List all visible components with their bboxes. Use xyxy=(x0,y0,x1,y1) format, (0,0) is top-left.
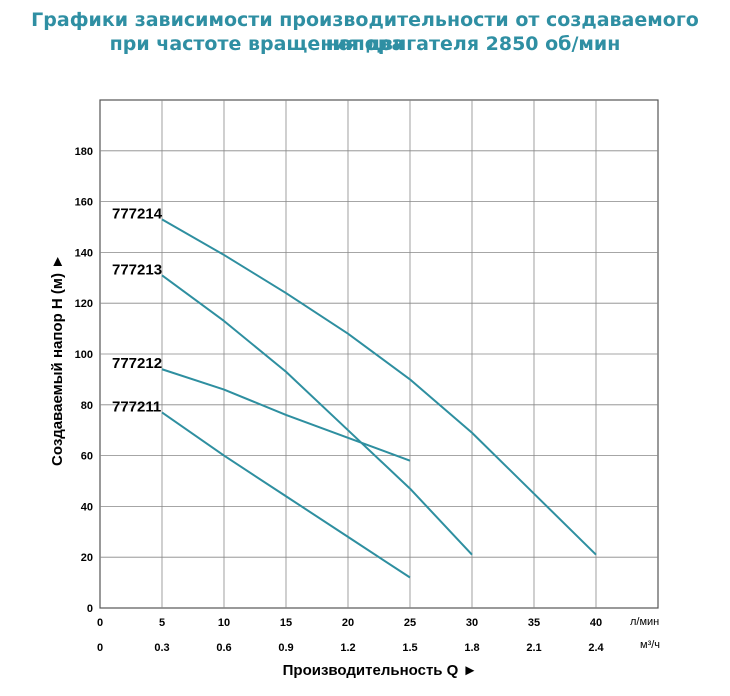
y-tick-label: 40 xyxy=(81,501,93,513)
x-tick-label-m3h: 1.2 xyxy=(340,642,355,654)
series-label-777214: 777214 xyxy=(112,205,163,222)
x-tick-label-lmin: 0 xyxy=(97,617,103,629)
grid xyxy=(99,99,659,609)
series-line-777214 xyxy=(161,218,597,556)
x-tick-label-lmin: 30 xyxy=(466,617,478,629)
x-tick-label-m3h: 1.5 xyxy=(402,642,417,654)
x-tick-label-lmin: 15 xyxy=(280,617,292,629)
y-tick-label: 60 xyxy=(81,451,93,463)
x-axis-title: Производительность Q ► xyxy=(283,662,478,679)
x-tick-label-m3h: 1.8 xyxy=(464,642,479,654)
y-axis-title: Создаваемый напор H (м) ► xyxy=(49,254,66,466)
x-tick-label-m3h: 0.9 xyxy=(278,642,293,654)
x-tick-label-m3h: 0.3 xyxy=(154,642,169,654)
x-unit-lmin: л/мин xyxy=(630,616,659,628)
series-lines xyxy=(161,218,597,579)
x-tick-label-lmin: 25 xyxy=(404,617,416,629)
x-tick-label-m3h: 2.1 xyxy=(526,642,541,654)
y-tick-label: 120 xyxy=(75,298,93,310)
series-line-777211 xyxy=(161,411,411,579)
y-tick-label: 0 xyxy=(87,603,93,615)
y-tick-label: 100 xyxy=(75,349,93,361)
series-labels: 777214 777213 777212 777211 xyxy=(112,205,163,415)
x-tick-label-m3h: 0.6 xyxy=(216,642,231,654)
chart-title-line-2: при частоте вращения двигателя 2850 об/м… xyxy=(109,33,621,55)
series-label-777213: 777213 xyxy=(112,261,162,278)
y-tick-label: 80 xyxy=(81,400,93,412)
series-label-777211: 777211 xyxy=(112,398,161,415)
x-tick-label-lmin: 20 xyxy=(342,617,354,629)
x-tick-label-lmin: 10 xyxy=(218,617,230,629)
x-tick-label-m3h: 0 xyxy=(97,642,103,654)
x-tick-label-lmin: 35 xyxy=(528,617,540,629)
series-label-777212: 777212 xyxy=(112,355,162,372)
x-tick-label-m3h: 2.4 xyxy=(588,642,604,654)
series-line-777213 xyxy=(161,274,473,556)
y-tick-label: 160 xyxy=(75,197,93,209)
y-tick-label: 20 xyxy=(81,552,93,564)
series-line-777212 xyxy=(161,368,411,462)
x-tick-label-lmin: 5 xyxy=(159,617,165,629)
y-tick-label: 140 xyxy=(75,247,93,259)
x-unit-m3h: м³/ч xyxy=(640,639,660,651)
x-tick-label-lmin: 40 xyxy=(590,617,602,629)
chart-title-line-1: Графики зависимости производительности о… xyxy=(31,9,699,55)
y-tick-label: 180 xyxy=(75,146,93,158)
tick-labels: 0 20 40 60 80 100 120 140 160 180 0 5 10 15 20 25 30 35 40… xyxy=(75,146,660,654)
